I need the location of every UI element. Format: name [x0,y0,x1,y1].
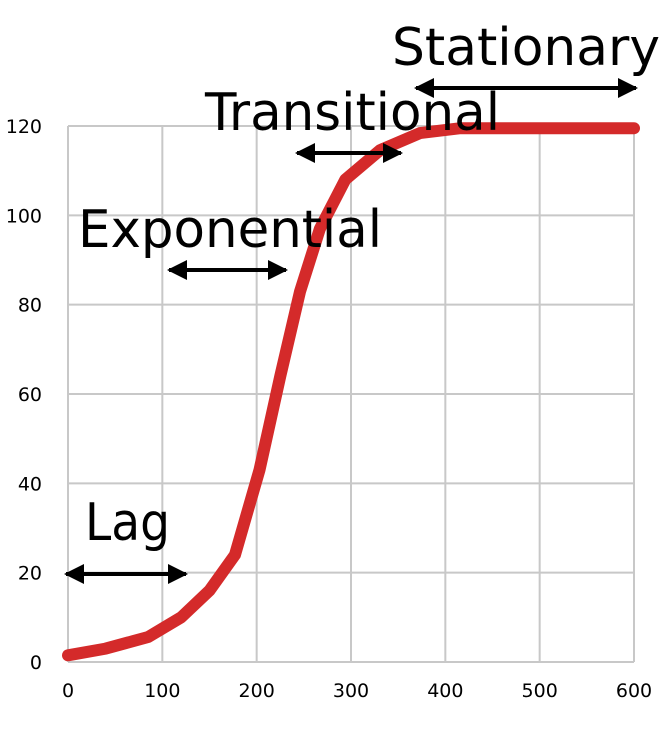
phase-label: Lag [85,493,170,553]
y-tick-label: 0 [30,652,42,674]
phase-label: Transitional [204,83,500,143]
y-tick-label: 20 [18,563,42,585]
x-tick-label: 300 [333,680,369,702]
x-tick-label: 500 [522,680,558,702]
x-tick-label: 600 [616,680,652,702]
y-tick-label: 60 [18,384,42,406]
x-tick-label: 0 [62,680,74,702]
growth-line [62,122,640,662]
y-tick-label: 40 [18,473,42,495]
phase-label: Exponential [78,200,382,260]
x-tick-label: 100 [144,680,180,702]
y-tick-label: 100 [6,205,42,227]
y-tick-label: 80 [18,295,42,317]
x-tick-label: 400 [427,680,463,702]
x-tick-label: 200 [239,680,275,702]
phase-label: Stationary [392,18,660,78]
y-tick-label: 120 [6,116,42,138]
